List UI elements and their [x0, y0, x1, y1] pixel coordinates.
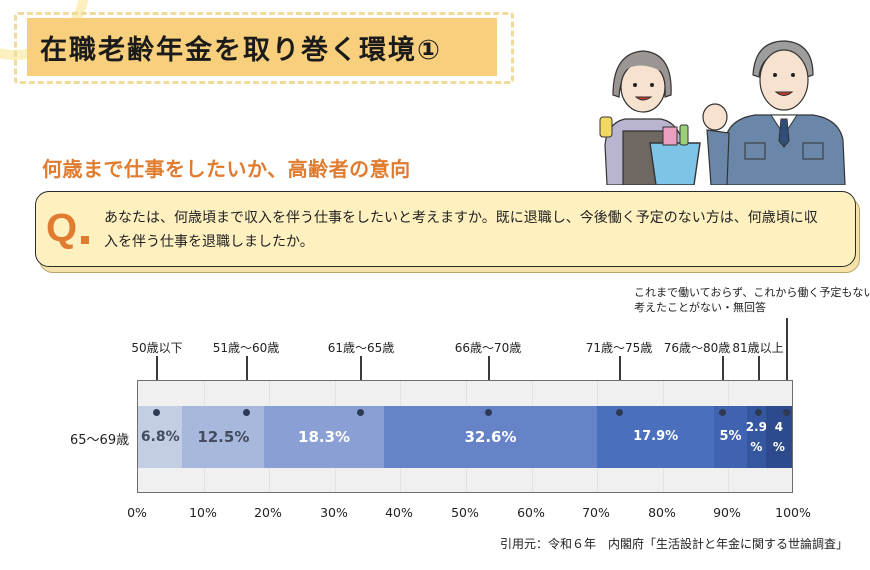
x-tick: 0%	[127, 505, 147, 520]
x-tick: 40%	[385, 505, 413, 520]
value-label: 18.3%	[298, 428, 351, 446]
title-dashed-frame	[14, 12, 514, 84]
value-label: 17.9%	[633, 429, 679, 444]
question-mark-dot	[81, 236, 89, 244]
value-label: 6.8%	[140, 429, 180, 445]
bar-segment-81-over: 2.9%	[745, 406, 767, 468]
value-label: 2.9%	[745, 420, 767, 454]
man-figure-icon	[702, 40, 846, 185]
value-label: 32.6%	[464, 428, 517, 446]
bar-segment-76-80: 5%	[714, 406, 747, 468]
x-tick: 10%	[189, 505, 217, 520]
category-label-50-under: 50歳以下	[131, 341, 183, 355]
leader-dot	[783, 409, 790, 416]
leader-dot	[357, 409, 364, 416]
bar-segment-71-75: 17.9%	[597, 406, 715, 468]
leader-dot	[243, 409, 250, 416]
category-label-no-work-line1: これまで働いておらず、これから働く予定もない・	[634, 286, 870, 299]
question-text: あなたは、何歳頃まで収入を伴う仕事をしたいと考えますか。既に退職し、今後働く予定…	[104, 210, 818, 250]
category-label-66-70: 66歳〜70歳	[454, 341, 522, 355]
x-tick: 60%	[517, 505, 545, 520]
question-mark-label: Q	[46, 206, 78, 250]
x-tick: 50%	[451, 505, 479, 520]
leader-dot	[719, 409, 726, 416]
x-tick: 90%	[713, 505, 741, 520]
category-label-76-80: 76歳〜80歳	[663, 341, 731, 355]
leader-dot	[616, 409, 623, 416]
category-label-81-over: 81歳以上	[732, 341, 784, 355]
value-label: 4%	[772, 420, 785, 454]
x-tick: 80%	[648, 505, 676, 520]
title-band	[27, 18, 497, 76]
x-tick: 70%	[582, 505, 610, 520]
bar-segment-61-65: 18.3%	[264, 406, 384, 468]
bar-segment-no-work: 4%	[765, 406, 792, 468]
x-tick: 20%	[254, 505, 282, 520]
stacked-bar-65-69: 6.8% 12.5% 18.3% 32.6% 17.9% 5% 2.9% 4%	[138, 406, 792, 468]
x-tick: 100%	[775, 505, 811, 520]
bar-segment-51-60: 12.5%	[182, 406, 265, 468]
bar-segment-66-70: 32.6%	[383, 406, 598, 468]
row-label-65-69: 65〜69歳	[70, 433, 130, 448]
category-label-no-work-line2: 考えたことがない・無回答	[634, 301, 766, 314]
value-label: 12.5%	[197, 428, 250, 446]
page-title: 在職老齢年金を取り巻く環境①	[40, 35, 442, 66]
leader-dot	[485, 409, 492, 416]
category-label-61-65: 61歳〜65歳	[327, 341, 395, 355]
leader-dot	[153, 409, 160, 416]
source-citation: 引用元：令和６年 内閣府「生活設計と年金に関する世論調査」	[499, 537, 848, 551]
x-tick: 30%	[320, 505, 348, 520]
chart-plot-area: 6.8% 12.5% 18.3% 32.6% 17.9% 5% 2.9% 4%	[137, 380, 793, 493]
bar-segment-50-under: 6.8%	[138, 406, 183, 468]
section-subtitle: 何歳まで仕事をしたいか、高齢者の意向	[42, 157, 411, 181]
leader-line	[786, 318, 788, 412]
category-label-51-60: 51歳〜60歳	[212, 341, 280, 355]
value-label: 5%	[719, 429, 742, 444]
question-box	[35, 191, 856, 267]
leader-dot	[755, 409, 762, 416]
category-label-no-work: これまで働いておらず、これから働く予定もない・ 考えたことがない・無回答	[634, 285, 870, 315]
elderly-workers-illustration	[599, 40, 846, 185]
woman-figure-icon	[599, 50, 701, 185]
category-label-71-75: 71歳〜75歳	[585, 341, 653, 355]
